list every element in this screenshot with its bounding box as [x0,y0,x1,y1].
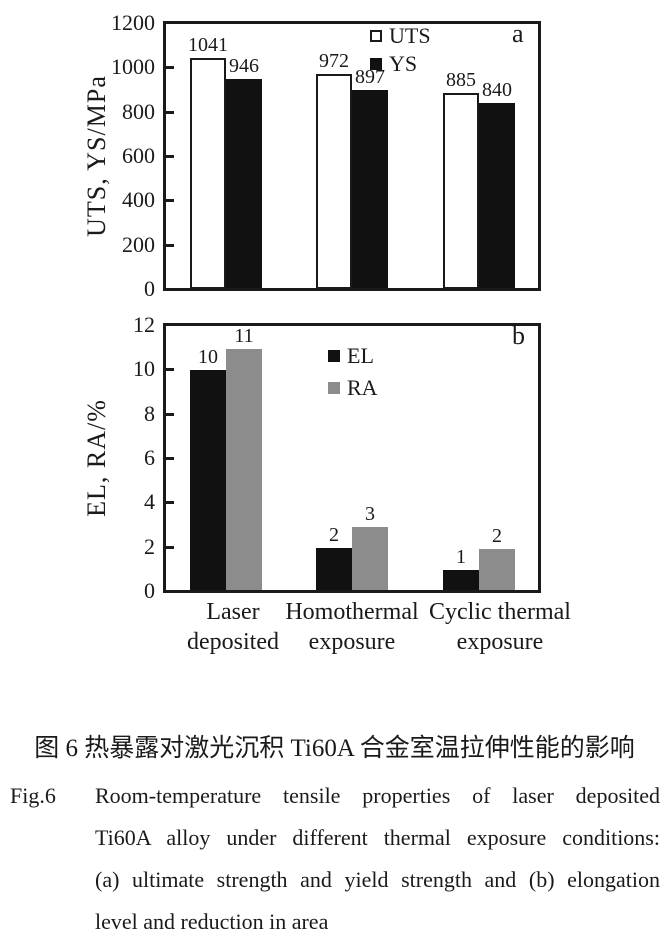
panel-b-y-tick [166,545,174,549]
bar-value-label-el: 2 [329,523,339,546]
panel-b-y-tick-label: 8 [144,400,155,426]
legend-item-uts: UTS [370,23,431,48]
caption-chinese: 图 6 热暴露对激光沉积 Ti60A 合金室温拉伸性能的影响 [34,735,635,762]
panel-b-y-tick-label: 0 [144,578,155,603]
bar-value-label-ys: 840 [482,78,512,101]
bar-value-label-ra: 2 [492,524,502,547]
bar-uts-laser-deposited [190,58,226,289]
bar-el-homothermal-exposure [316,547,352,591]
legend-item-ys: YS [370,51,417,76]
panel-b-y-tick-label: 12 [133,312,155,337]
x-axis-category-line: Cyclic thermal [429,599,571,625]
caption-english-line-4: level and reduction in area [95,909,329,934]
bar-uts-cyclic-thermal-exposure [443,92,479,289]
panel-b-y-tick-label: 6 [144,445,155,470]
bar-value-label-uts: 1041 [188,34,228,57]
legend-label-el: EL [347,343,374,368]
panel-a-y-tick [166,155,174,158]
x-axis-category-label-3: Cyclic thermal exposure [380,597,620,657]
legend-label-ys: YS [389,51,418,76]
panel-a-y-tick-label: 800 [122,98,155,124]
bar-el-cyclic-thermal-exposure [443,569,479,591]
legend-marker-ra-swatch-icon [328,381,340,394]
panel-a-y-tick-label: 1000 [111,54,155,80]
bar-value-label-ys: 897 [355,66,385,89]
panel-b-y-axis-title: EL, RA/% [82,399,111,517]
panel-a-y-tick-label: 600 [122,143,155,168]
bar-value-label-ra: 11 [234,325,254,348]
panel-a-y-tick-label: 400 [122,187,155,213]
panel-a-y-tick [166,199,174,203]
caption-figure-number: Fig.6 [10,783,56,808]
bar-value-label-uts: 972 [319,49,349,72]
legend-marker-uts-swatch-icon [370,29,382,42]
x-axis-category-line: exposure [308,629,396,655]
panel-a-plot-frame [163,21,541,291]
panel-b-y-tick [166,501,174,505]
bar-value-label-uts: 885 [446,68,476,91]
caption-english-line-1: Room-temperature tensile properties of l… [95,783,660,808]
legend-marker-el-swatch-icon [328,349,340,362]
panel-a-y-tick [166,243,174,247]
legend-label-uts: UTS [389,23,431,48]
x-axis-category-line: deposited [187,629,279,655]
x-axis-category-line: Laser [206,599,260,625]
bar-uts-homothermal-exposure [316,73,352,289]
x-axis-category-line: Homothermal [285,599,419,625]
caption-english-line-3: (a) ultimate strength and yield strength… [95,867,660,892]
x-axis-category-line: exposure [456,629,544,655]
legend-label-ra: RA [347,375,378,400]
panel-a-y-tick [166,110,174,114]
panel-b-letter: b [512,321,525,350]
x-axis-category-label-1: Laser deposited [113,597,353,657]
legend-item-el: EL [328,343,374,368]
panel-a-y-tick-label: 1200 [111,10,155,35]
bar-value-label-el: 10 [198,346,218,369]
panel-b-plot-frame [163,323,541,593]
bar-ra-laser-deposited [226,349,262,591]
bar-ys-homothermal-exposure [352,90,388,289]
bar-el-laser-deposited [190,370,226,591]
legend-marker-ys-swatch-icon [370,57,382,70]
panel-b-y-tick [166,412,174,416]
caption-english-line-2: Ti60A alloy under different thermal expo… [95,825,660,850]
panel-b-y-tick [166,457,174,460]
panel-b-y-tick [166,368,174,372]
panel-b-y-tick-label: 10 [133,356,155,382]
legend-item-ra: RA [328,375,378,400]
bar-ys-laser-deposited [226,79,262,289]
bar-value-label-el: 1 [456,545,466,568]
panel-a-y-axis-title: UTS, YS/MPa [82,75,111,237]
panel-b-y-tick-label: 2 [144,533,155,559]
panel-b-y-tick-label: 4 [144,489,155,515]
x-axis-category-label-2: Homothermal exposure [232,597,472,657]
bar-ys-cyclic-thermal-exposure [479,102,515,289]
bar-ra-cyclic-thermal-exposure [479,548,515,591]
panel-a-letter: a [512,19,524,48]
panel-a-y-tick [166,66,174,70]
panel-a-y-tick-label: 0 [144,276,155,301]
bar-ra-homothermal-exposure [352,526,388,591]
panel-a-y-tick-label: 200 [122,231,155,257]
bar-value-label-ys: 946 [229,55,259,78]
bar-value-label-ra: 3 [365,502,375,525]
